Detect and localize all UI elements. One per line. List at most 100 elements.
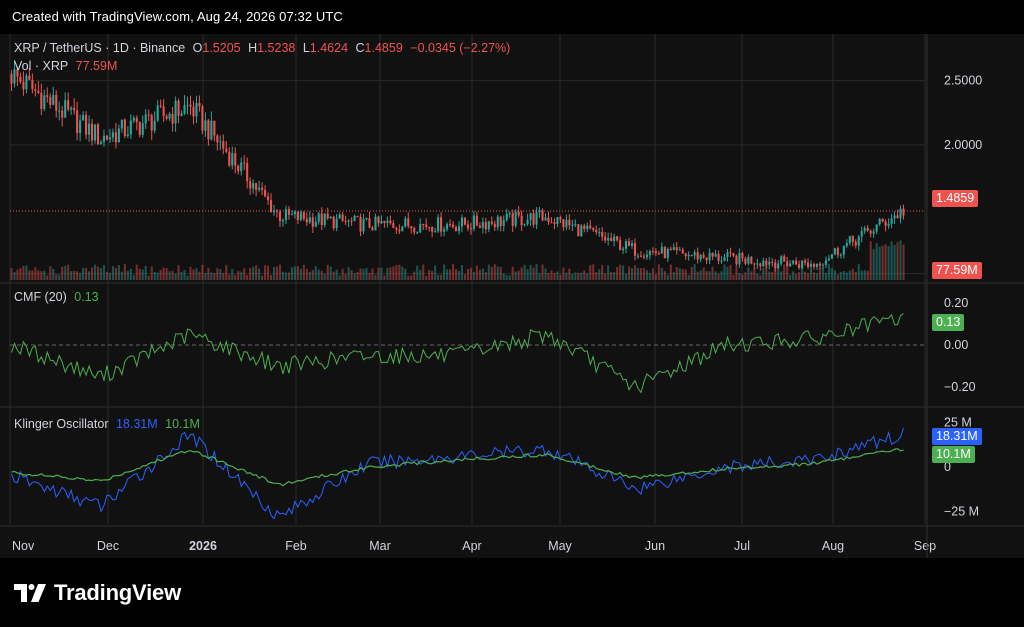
volume-bar — [162, 267, 165, 280]
footer — [0, 558, 1024, 627]
candle-body — [511, 213, 514, 226]
volume-bar — [708, 271, 711, 280]
volume-bar — [371, 268, 374, 280]
candle-body — [833, 248, 836, 255]
volume-bar — [362, 268, 365, 280]
volume-bar — [174, 273, 177, 280]
volume-bar — [568, 268, 571, 280]
candle-body — [401, 226, 404, 232]
volume-bar — [625, 273, 628, 280]
volume-legend: Vol · XRP 77.59M — [14, 59, 121, 73]
volume-bar — [818, 267, 822, 280]
candle-body — [22, 81, 25, 90]
volume-bar — [434, 265, 437, 280]
low-value: 1.4624 — [309, 41, 349, 55]
candle-body — [508, 213, 511, 215]
candle-body — [496, 216, 499, 228]
cmf-tick-label: 0.20 — [944, 296, 968, 310]
candle-body — [738, 253, 741, 265]
volume-bar — [622, 265, 625, 280]
candle-body — [592, 228, 595, 230]
candle-body — [571, 224, 574, 226]
candle-body — [878, 218, 881, 225]
volume-bar — [150, 266, 153, 280]
candle-body — [863, 227, 866, 232]
volume-bar — [114, 267, 117, 280]
volume-bar — [690, 267, 693, 280]
candle-body — [31, 79, 34, 90]
volume-bar — [156, 272, 159, 280]
candle-body — [425, 224, 428, 227]
volume-bar — [88, 271, 91, 280]
volume-bar — [884, 244, 887, 280]
chart-area[interactable] — [0, 34, 1024, 558]
candle-body — [753, 263, 756, 265]
candle-body — [102, 135, 106, 143]
candle-body — [377, 216, 380, 224]
candle-body — [681, 249, 684, 254]
volume-bar — [93, 264, 97, 280]
volume-bar — [547, 272, 550, 280]
candle-body — [854, 241, 857, 246]
candle-body — [466, 224, 469, 229]
volume-bar — [159, 269, 162, 280]
candle-body — [708, 252, 711, 261]
volume-bar — [302, 264, 305, 280]
candle-body — [821, 264, 825, 266]
volume-bar — [395, 264, 398, 280]
volume-bar — [821, 267, 825, 280]
volume-bar — [463, 274, 467, 280]
volume-bar — [67, 264, 70, 280]
candle-body — [347, 220, 350, 222]
chart-svg[interactable]: Nov Dec 2026 Feb Mar Apr May Jun Jul Aug Sep 2.5000… — [0, 34, 1024, 558]
candle-body — [604, 236, 607, 241]
volume-bar — [765, 264, 768, 280]
candle-body — [610, 238, 613, 241]
volume-bar — [368, 272, 371, 280]
candle-body — [25, 75, 28, 90]
candle-body — [120, 119, 123, 129]
volume-bar — [556, 271, 559, 280]
volume-bar — [860, 270, 863, 280]
volume-bar — [446, 269, 449, 280]
candle-body — [756, 263, 759, 265]
volume-bar — [487, 264, 490, 280]
volume-bar — [529, 265, 532, 280]
volume-bar — [76, 271, 79, 280]
volume-bar — [750, 271, 753, 280]
volume-bar — [243, 268, 246, 280]
volume-bar — [469, 267, 472, 280]
candle-body — [287, 209, 290, 215]
candle-body — [186, 104, 189, 106]
candle-body — [642, 256, 646, 258]
volume-bar — [639, 268, 643, 280]
volume-bar — [425, 275, 428, 280]
candle-body — [150, 115, 153, 131]
volume-bar — [881, 245, 884, 280]
volume-bar — [377, 267, 380, 280]
candle-body — [132, 117, 135, 121]
candle-body — [448, 224, 452, 226]
volume-bar — [526, 269, 529, 280]
volume-bar — [73, 270, 76, 280]
candle-body — [135, 117, 138, 122]
brand[interactable]: TradingView — [14, 580, 181, 606]
candle-body — [666, 248, 669, 259]
volume-bar — [129, 268, 132, 280]
candle-body — [96, 124, 100, 145]
volume-bar — [559, 274, 562, 280]
candle-body — [574, 224, 577, 226]
candle-body — [520, 215, 523, 226]
volume-bar — [419, 269, 422, 280]
volume-bar — [413, 271, 416, 280]
candle-body — [469, 228, 472, 230]
candle-body — [67, 100, 70, 110]
candle-body — [696, 252, 699, 260]
volume-bar — [610, 272, 613, 280]
candle-body — [440, 217, 443, 232]
candle-body — [341, 214, 344, 221]
candle-body — [457, 226, 461, 232]
candle-body — [317, 213, 320, 222]
candle-body — [162, 106, 165, 117]
candle-body — [839, 254, 842, 256]
